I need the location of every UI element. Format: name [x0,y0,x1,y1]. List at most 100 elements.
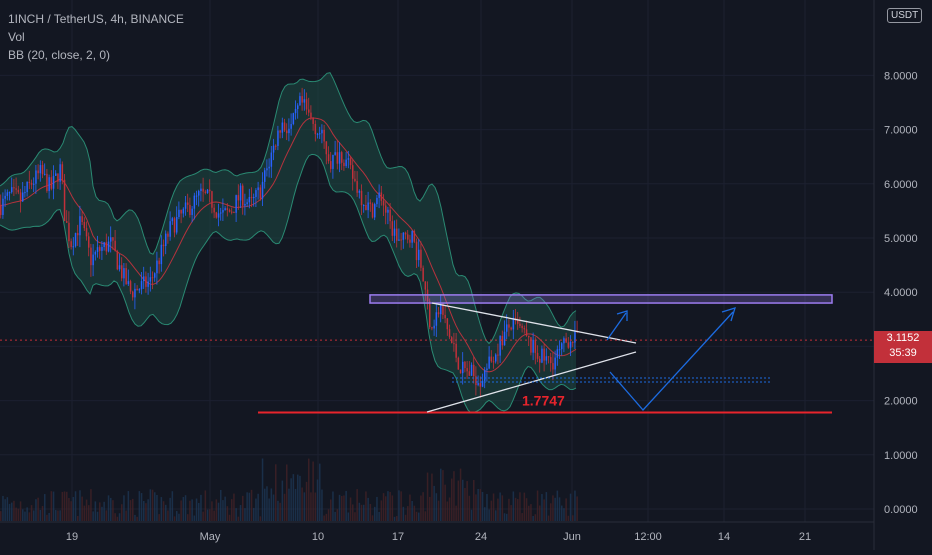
candle-body [48,177,50,192]
candle-body [510,327,512,330]
symbol-title[interactable]: 1INCH / TetherUS, 4h, BINANCE [8,12,184,26]
candle-body [534,339,537,353]
volume-bar [244,508,246,521]
candle-body [411,231,413,243]
candle-body [499,335,501,356]
volume-bar [235,508,237,521]
volume-bar [360,504,363,521]
candle-body [374,204,376,218]
time-tick-label: 19 [66,531,78,543]
volume-bar [543,499,545,521]
volume-bar [473,480,475,521]
volume-bar [169,497,171,521]
candle-body [294,109,297,114]
candle-body [312,117,314,124]
candle-body [541,348,543,363]
candle-body [543,348,545,361]
volume-bar [116,516,119,521]
breakout-arrow [606,312,627,341]
bb-upper-band [0,72,577,345]
candle-body [94,251,97,255]
volume-bar [211,501,213,521]
volume-bar [356,489,358,521]
candle-body [330,161,332,169]
volume-bar [195,498,198,521]
volume-bar [382,493,385,521]
volume-bar [224,496,226,521]
candle-body [470,364,473,376]
volume-bar [305,481,308,521]
volume-indicator-label[interactable]: Vol [8,30,25,44]
volume-bar [314,492,317,521]
time-axis[interactable]: 19 May 10 17 24 Jun 12:00 14 21 [0,521,874,543]
candle-body [132,291,134,298]
candle-body [149,277,152,282]
candle-body [272,145,275,153]
drawings[interactable]: 1.7747 [0,294,874,414]
candle-body [402,232,405,240]
volume-bar [99,502,101,521]
volume-bar [22,509,24,521]
candle-body [200,188,202,192]
candle-body [22,192,24,202]
currency-badge[interactable]: USDT [887,8,923,23]
volume-bar [123,495,125,521]
candle-body [215,212,218,218]
candle-body [257,187,259,191]
bar-countdown: 35:39 [889,347,917,359]
volume-bar [385,496,387,521]
candle-body [270,152,273,167]
candle-body [193,195,196,209]
candle-body [349,158,352,166]
candle-body [220,212,222,214]
volume-bar [226,506,229,521]
price-axis[interactable]: 0.00001.00002.00003.00004.00005.00006.00… [873,0,918,550]
candle-body [521,325,523,329]
price-tick-label: 2.0000 [884,396,918,408]
candle-body [222,209,224,213]
volume-bar [330,499,332,521]
breakout-arrowhead [616,310,628,321]
volume-bar [354,512,356,521]
candle-body [387,209,389,213]
volume-bar [389,491,391,521]
volume-bar [435,493,438,521]
volume-bar [422,492,424,521]
volume-bar [129,500,132,521]
volume-bar [391,495,394,521]
candle-body [303,99,306,103]
volume-bar [448,497,451,521]
last-price-tag: 3.1152 35:39 [874,331,932,363]
volume-bar [334,511,336,521]
candle-body [85,228,88,237]
candle-body [358,190,361,193]
volume-bar [57,510,59,521]
candle-body [19,192,22,202]
candle-body [180,209,182,214]
candle-body [147,281,149,287]
volume-bar [569,493,572,521]
candle-body [46,173,48,192]
candle-body [448,329,451,338]
volume-bar [316,479,319,521]
candle-body [30,182,33,185]
volume-bar [288,488,290,521]
bollinger-indicator-label[interactable]: BB (20, close, 2, 0) [8,48,111,62]
volume-bar [231,499,233,521]
volume-bar [420,495,422,521]
candle-body [4,195,6,199]
volume-bar [118,513,121,521]
volume-bar [574,490,576,521]
volume-bar [409,494,411,521]
volume-bar [167,510,169,521]
volume-bar [539,505,541,521]
volume-bar [149,489,152,521]
volume-bar [475,494,477,521]
candle-body [41,165,44,175]
candle-body [0,205,2,215]
volume-bar [162,501,165,521]
candle-body [481,380,484,387]
volume-bar [459,468,462,521]
